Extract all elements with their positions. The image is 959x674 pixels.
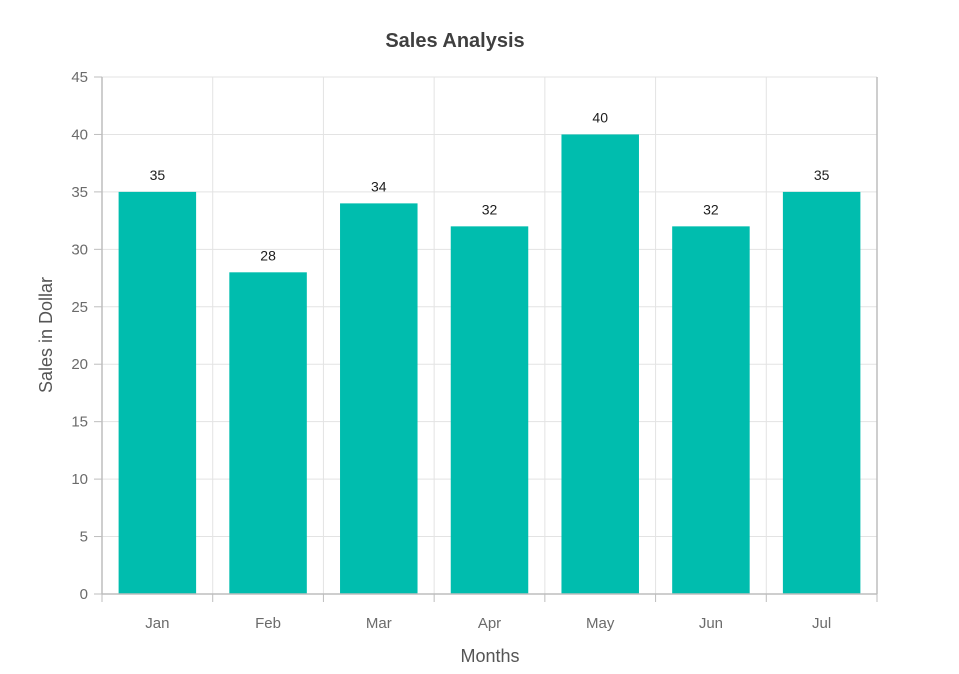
x-tick-label-apr: Apr <box>478 615 501 632</box>
y-tick-label: 0 <box>80 586 88 603</box>
data-label-jul: 35 <box>814 167 830 183</box>
x-tick-label-may: May <box>586 615 615 632</box>
data-label-jun: 32 <box>703 201 719 217</box>
data-label-apr: 32 <box>482 201 498 217</box>
y-tick-label: 5 <box>80 529 88 546</box>
x-tick-label-mar: Mar <box>366 615 392 632</box>
x-tick-label-jun: Jun <box>699 615 723 632</box>
data-label-feb: 28 <box>260 247 276 263</box>
data-label-mar: 34 <box>371 178 387 194</box>
x-axis-title: Months <box>460 646 519 666</box>
y-tick-label: 25 <box>71 299 88 316</box>
y-tick-label: 30 <box>71 241 88 258</box>
axis-layer: 0 5 10 15 20 25 30 35 40 45 Jan Feb Mar Apr May Jun Jul <box>71 69 878 632</box>
x-tick-label-feb: Feb <box>255 615 281 632</box>
bar-jun[interactable] <box>672 226 750 594</box>
bar-feb[interactable] <box>229 272 307 594</box>
y-tick-label: 35 <box>71 184 88 201</box>
bar-mar[interactable] <box>340 203 418 594</box>
x-tick-label-jan: Jan <box>145 615 169 632</box>
bar-apr[interactable] <box>450 226 529 594</box>
y-axis-title: Sales in Dollar <box>36 277 56 393</box>
y-tick-label: 40 <box>71 126 88 143</box>
bar-jan[interactable] <box>118 191 197 594</box>
bar-jul[interactable] <box>782 191 861 594</box>
y-tick-label: 15 <box>71 414 88 431</box>
data-label-may: 40 <box>592 109 608 125</box>
chart-title: Sales Analysis <box>385 30 524 52</box>
y-tick-label: 10 <box>71 471 88 488</box>
label-layer: 35 28 34 32 40 32 35 <box>150 109 830 263</box>
bar-may[interactable] <box>561 134 639 594</box>
x-tick-label-jul: Jul <box>812 615 831 632</box>
y-tick-label: 45 <box>71 69 88 86</box>
y-tick-label: 20 <box>71 356 88 373</box>
bar-layer <box>118 134 861 594</box>
data-label-jan: 35 <box>150 167 166 183</box>
